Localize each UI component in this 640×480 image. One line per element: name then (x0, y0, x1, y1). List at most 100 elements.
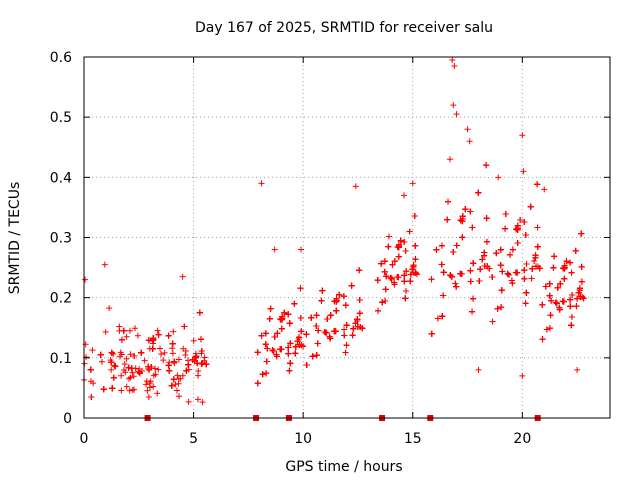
data-point (483, 215, 490, 222)
data-point (292, 350, 299, 357)
data-point (489, 274, 496, 281)
data-point (145, 394, 152, 401)
data-point (541, 186, 548, 193)
data-point (528, 275, 535, 282)
data-point (99, 358, 106, 365)
data-point (154, 327, 161, 334)
data-point (193, 353, 200, 360)
data-point (569, 291, 576, 298)
data-point (285, 344, 292, 351)
data-point (110, 374, 117, 381)
data-point (388, 275, 395, 282)
data-point (523, 261, 530, 268)
data-point (296, 341, 303, 348)
data-point (324, 315, 331, 322)
data-point (319, 287, 326, 294)
data-point (451, 63, 458, 70)
data-point (182, 348, 189, 355)
data-point (469, 224, 476, 231)
data-point (407, 271, 414, 278)
data-point (409, 266, 416, 273)
data-point (100, 386, 107, 393)
data-point (273, 353, 280, 360)
data-point (382, 286, 389, 293)
data-point (108, 366, 115, 373)
data-point (412, 242, 419, 249)
data-point (130, 373, 137, 380)
y-tick-label: 0.2 (50, 291, 72, 307)
data-point (141, 357, 148, 364)
chart-title: Day 167 of 2025, SRMTID for receiver sal… (195, 20, 493, 36)
data-point (297, 285, 304, 292)
data-point (131, 353, 138, 360)
data-point (131, 386, 138, 393)
data-point (179, 372, 186, 379)
data-point (550, 264, 557, 271)
data-point (502, 210, 509, 217)
data-point (270, 347, 277, 354)
data-point (448, 273, 455, 280)
data-point (108, 359, 115, 366)
data-point (532, 252, 539, 259)
data-point (258, 180, 265, 187)
y-tick-label: 0.6 (50, 50, 72, 66)
data-point (547, 312, 554, 319)
data-point (342, 349, 349, 356)
data-point (266, 315, 273, 322)
data-point (126, 375, 133, 382)
data-point (407, 278, 414, 285)
data-point (190, 337, 197, 344)
data-point (175, 356, 182, 363)
data-point (466, 138, 473, 145)
data-point (309, 353, 316, 360)
data-point (165, 332, 172, 339)
y-axis-label: SRMTID / TECUs (7, 182, 23, 295)
data-point (576, 285, 583, 292)
data-point (343, 322, 350, 329)
data-point (401, 272, 408, 279)
data-point (411, 212, 418, 219)
data-point (406, 228, 413, 235)
data-point (452, 280, 459, 287)
data-point (286, 320, 293, 327)
data-point (341, 326, 348, 333)
data-point (467, 267, 474, 274)
data-point (126, 387, 133, 394)
data-point (271, 246, 278, 253)
axis-ticks: 0 5 10 15 20 0 0.1 0.2 0.3 0.4 0.5 0.6 (50, 50, 610, 447)
data-point (575, 289, 582, 296)
data-point (504, 270, 511, 277)
data-point (578, 263, 585, 270)
data-point (318, 297, 325, 304)
data-point (314, 340, 321, 347)
data-point (498, 287, 505, 294)
data-point (383, 273, 390, 280)
data-point (410, 262, 417, 269)
data-point (572, 247, 579, 254)
data-point (556, 304, 563, 311)
data-point (573, 303, 580, 310)
y-tick-label: 0 (63, 411, 72, 427)
data-point (542, 283, 549, 290)
data-point (567, 259, 574, 266)
data-point (453, 242, 460, 249)
data-point (401, 239, 408, 246)
data-point (539, 301, 546, 308)
data-point (144, 387, 151, 394)
data-point (386, 233, 393, 240)
data-point (356, 267, 363, 274)
plot-frame (83, 56, 611, 419)
data-point (170, 328, 177, 335)
data-point (357, 324, 364, 331)
data-point (189, 356, 196, 363)
data-point (154, 390, 161, 397)
data-point (400, 192, 407, 199)
data-point (439, 313, 446, 320)
data-point (560, 298, 567, 305)
data-point (453, 111, 460, 118)
data-point (447, 272, 454, 279)
data-point (395, 274, 402, 281)
data-point (580, 295, 587, 302)
data-point (513, 226, 520, 233)
data-point (336, 291, 343, 298)
